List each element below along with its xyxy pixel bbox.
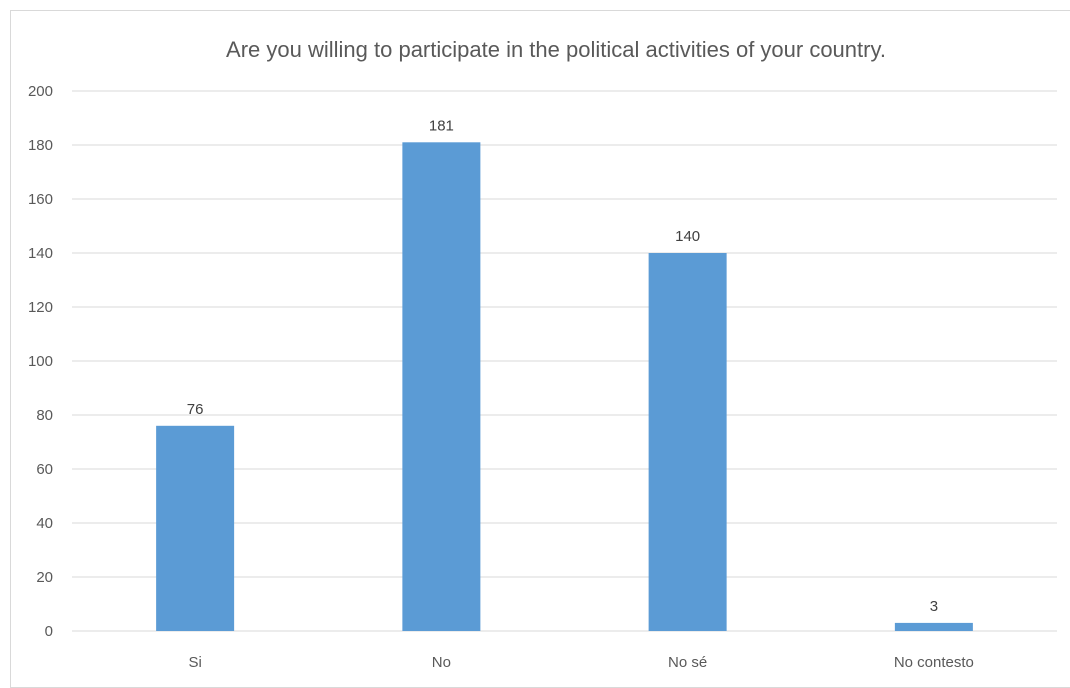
y-tick-label: 80 <box>36 407 53 424</box>
x-tick-label: Si <box>188 654 201 671</box>
y-tick-label: 120 <box>28 299 53 316</box>
y-tick-label: 100 <box>28 353 53 370</box>
y-tick-label: 40 <box>36 515 53 532</box>
data-label: 3 <box>930 598 938 615</box>
y-tick-label: 180 <box>28 137 53 154</box>
y-tick-label: 0 <box>45 623 53 640</box>
y-axis-ticks: 0 20 40 60 80 100 120 140 160 180 200 <box>28 83 53 640</box>
bar-no-contesto <box>894 622 973 631</box>
x-tick-label: No <box>432 654 451 671</box>
bars <box>156 142 973 632</box>
chart-title: Are you willing to participate in the po… <box>226 37 886 62</box>
y-tick-label: 140 <box>28 245 53 262</box>
x-tick-label: No contesto <box>894 654 974 671</box>
bar-si <box>156 425 235 631</box>
x-axis-ticks: Si No No sé No contesto <box>188 654 973 671</box>
y-tick-label: 200 <box>28 83 53 100</box>
data-label: 181 <box>429 117 454 134</box>
data-labels: 76 181 140 3 <box>187 117 938 615</box>
x-tick-label: No sé <box>668 654 707 671</box>
data-label: 140 <box>675 228 700 245</box>
y-tick-label: 60 <box>36 461 53 478</box>
gridlines <box>72 90 1057 632</box>
bar-no-s- <box>648 253 727 631</box>
y-tick-label: 20 <box>36 569 53 586</box>
y-tick-label: 160 <box>28 191 53 208</box>
data-label: 76 <box>187 401 204 418</box>
bar-no <box>402 142 481 632</box>
